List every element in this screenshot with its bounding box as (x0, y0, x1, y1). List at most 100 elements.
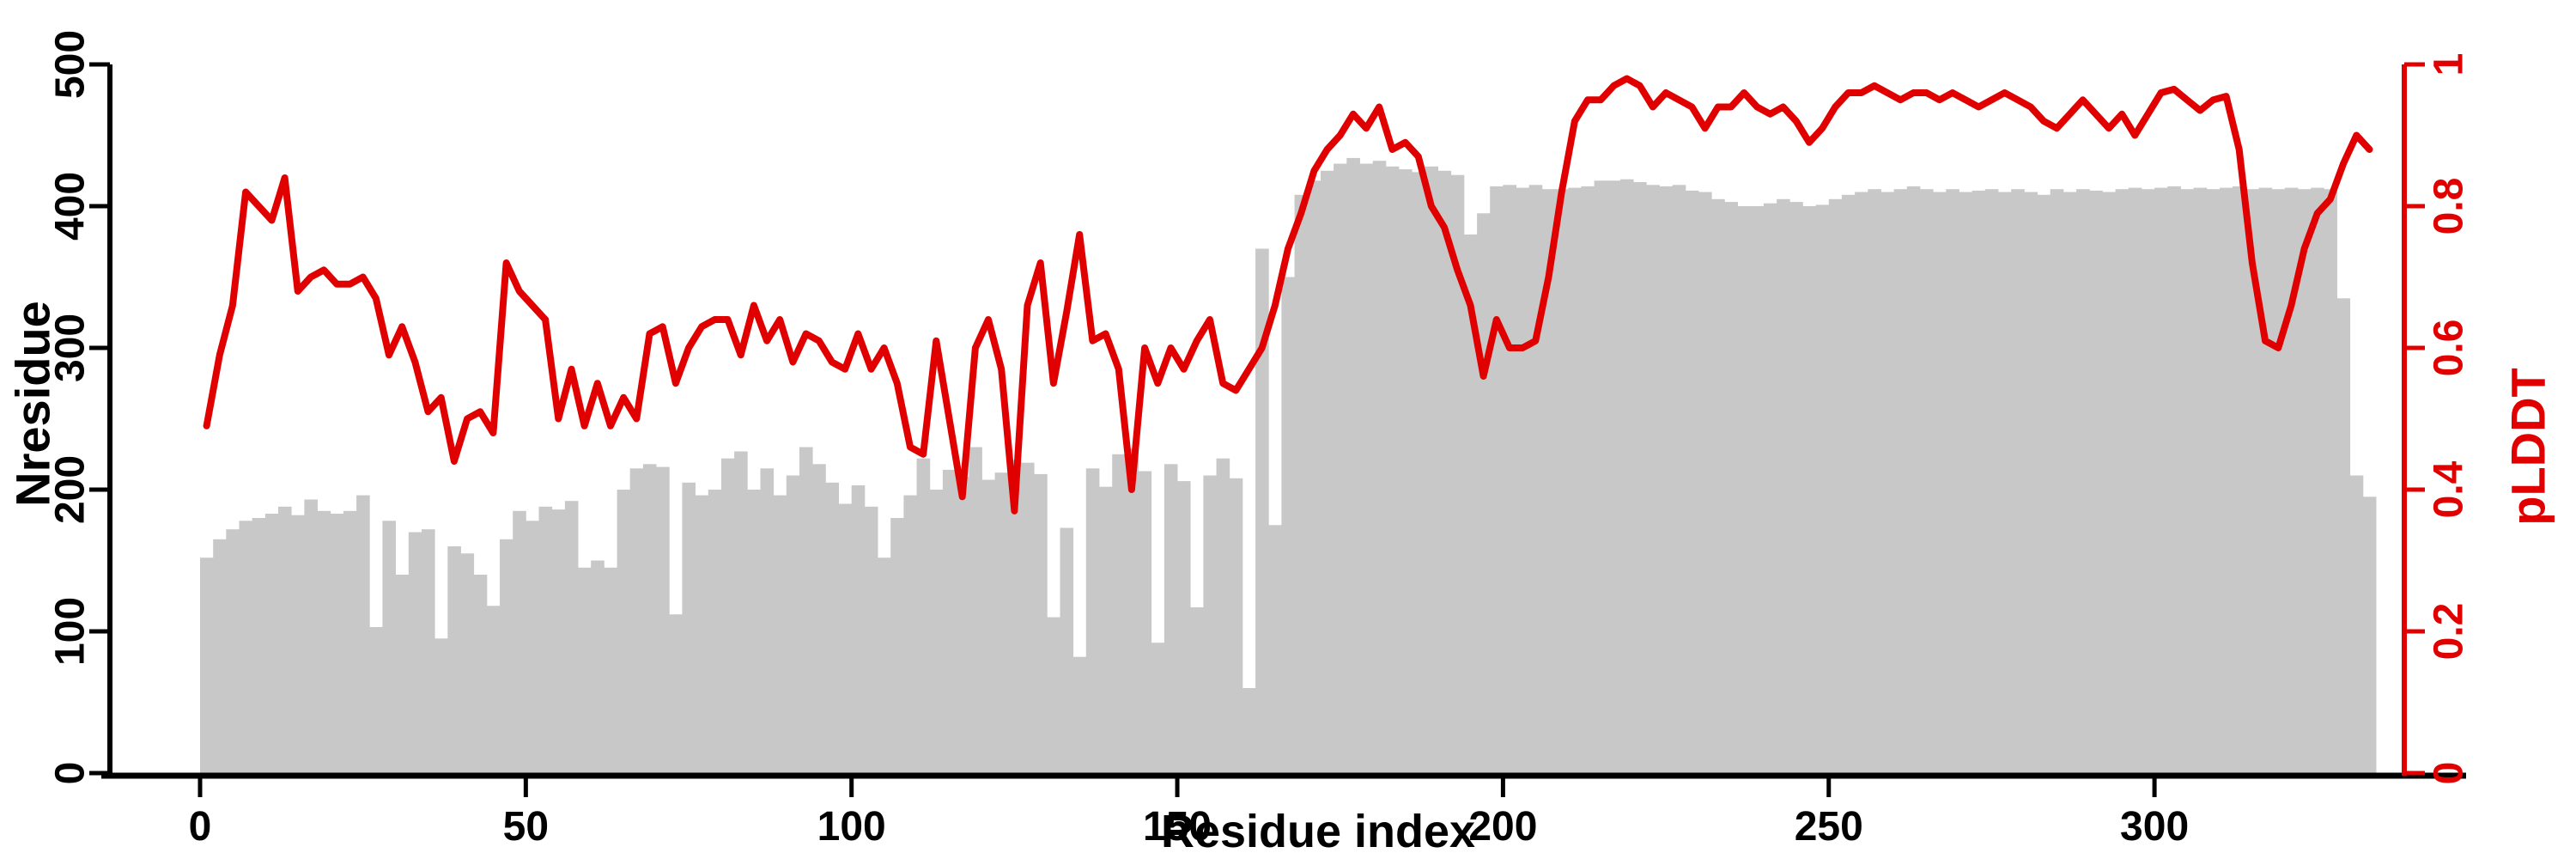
bar (1437, 170, 1452, 774)
bar (1425, 166, 1438, 774)
bar (1255, 248, 1269, 773)
bar (1777, 198, 1790, 774)
bar (1060, 527, 1074, 773)
bar (760, 468, 775, 774)
bar (2311, 187, 2324, 774)
bar (1698, 192, 1712, 773)
bar (1450, 174, 1465, 773)
bar (604, 567, 617, 774)
bar (916, 458, 931, 773)
bar (2284, 187, 2299, 774)
bar (1321, 170, 1334, 774)
bar (1711, 198, 1725, 774)
bar (864, 506, 878, 773)
bar (2336, 298, 2351, 774)
bar (564, 501, 579, 773)
bar (617, 490, 631, 773)
bar (669, 614, 683, 773)
y-axis-left-tick-label: 200 (48, 455, 94, 524)
bar (2271, 189, 2286, 773)
bar (252, 518, 266, 773)
bar (1659, 186, 1674, 773)
bar (2102, 192, 2116, 773)
bar (447, 546, 461, 773)
bar (1034, 473, 1048, 773)
bar (1750, 206, 1765, 773)
bar (1138, 471, 1152, 773)
bar (408, 532, 422, 773)
bar (2193, 187, 2208, 774)
bar (1346, 157, 1360, 773)
bar (578, 567, 592, 774)
bar (2180, 189, 2194, 773)
bar (1112, 454, 1126, 774)
bar (1594, 180, 1608, 774)
bar (369, 627, 383, 773)
bar (239, 521, 253, 773)
bar (878, 557, 891, 773)
bar (1763, 203, 1777, 773)
bar (1177, 481, 1191, 773)
bar (786, 475, 800, 773)
x-axis-tick-label: 200 (1468, 804, 1537, 850)
bar (903, 495, 917, 773)
bar (1620, 179, 1634, 773)
bar (2167, 186, 2181, 773)
y-axis-left-tick-label: 0 (48, 762, 94, 785)
y-axis-right-tick-label: 1 (2427, 53, 2472, 76)
bar (1946, 189, 1959, 773)
bar (2128, 187, 2142, 774)
y-axis-right-tick-label: 0.2 (2427, 603, 2472, 661)
bar (838, 503, 853, 773)
y-axis-right-tick-label: 0.4 (2427, 460, 2472, 518)
y-axis-left-tick-label: 300 (48, 314, 94, 382)
bar (1802, 206, 1816, 773)
bar (773, 495, 787, 773)
bar (2349, 475, 2364, 773)
bar (890, 518, 904, 773)
bar (2063, 192, 2077, 773)
bar (1789, 202, 1803, 774)
bar (695, 495, 709, 773)
bar (1607, 180, 1621, 774)
bar (1163, 464, 1178, 773)
bar (264, 514, 279, 773)
bar (1021, 462, 1035, 773)
bar (1528, 185, 1543, 774)
bar (1085, 468, 1100, 774)
bar (1555, 189, 1569, 773)
bar (1477, 213, 1491, 774)
bar (1880, 192, 1894, 773)
bar (278, 506, 292, 773)
y-axis-right-tick-label: 0.8 (2427, 178, 2472, 235)
y-axis-left-tick-label: 100 (48, 597, 94, 666)
bar (969, 447, 982, 773)
bar (2220, 187, 2233, 774)
bar (2258, 187, 2273, 774)
bar (956, 477, 969, 773)
bar (2024, 192, 2038, 773)
bar (356, 495, 370, 773)
bar (1007, 460, 1022, 773)
bar (1685, 190, 1699, 773)
bar (2089, 190, 2103, 773)
bar (330, 514, 344, 773)
bar (200, 557, 214, 773)
bar (1998, 192, 2012, 773)
bar (1359, 163, 1374, 773)
bar (734, 451, 748, 773)
bar (2206, 189, 2221, 773)
bar (825, 482, 839, 774)
bar (291, 515, 305, 773)
bar (1268, 525, 1282, 774)
bar (1099, 486, 1113, 773)
bar (2037, 194, 2051, 774)
bar (1868, 189, 1881, 773)
bar (1971, 190, 1986, 773)
bar (538, 506, 553, 773)
bar (1541, 189, 1556, 773)
bar (1334, 163, 1347, 773)
bar (1281, 277, 1295, 773)
bar (1893, 189, 1908, 773)
